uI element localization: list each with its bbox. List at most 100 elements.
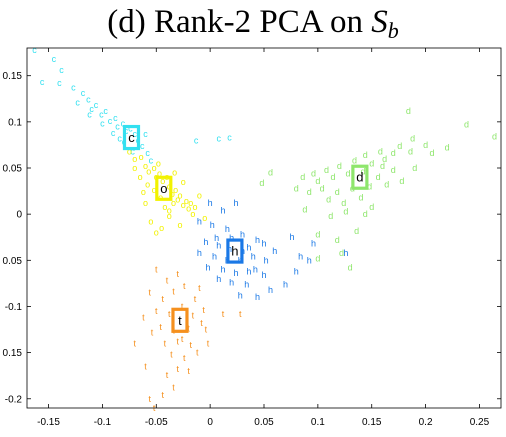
- data-point-t: t: [172, 383, 175, 393]
- data-point-h: h: [208, 198, 213, 208]
- data-point-d: d: [363, 150, 368, 160]
- data-point-t: t: [239, 309, 242, 319]
- data-point-o: o: [181, 200, 186, 210]
- data-point-o: o: [152, 163, 157, 173]
- data-point-o: o: [184, 196, 189, 206]
- data-point-o: o: [175, 194, 180, 204]
- data-point-d: d: [320, 183, 325, 193]
- data-point-h: h: [253, 265, 258, 275]
- cluster-center-box-d: [351, 164, 369, 190]
- data-point-t: t: [189, 340, 192, 350]
- data-point-o: o: [181, 177, 186, 187]
- data-point-o: o: [158, 193, 163, 203]
- data-point-t: t: [183, 281, 186, 291]
- data-point-c: c: [108, 116, 113, 126]
- data-point-h: h: [216, 274, 221, 284]
- data-point-c: c: [59, 65, 64, 75]
- y-tick-label: -0.2: [5, 394, 23, 405]
- data-point-o: o: [167, 211, 172, 221]
- data-point-t: t: [155, 265, 158, 275]
- data-point-o: o: [160, 176, 165, 186]
- y-tick-label: 0.15: [3, 71, 23, 82]
- cluster-center-label-d: d: [356, 170, 363, 185]
- data-point-d: d: [464, 120, 469, 130]
- data-point-h: h: [311, 239, 316, 249]
- data-point-o: o: [173, 185, 178, 195]
- data-point-o: o: [132, 154, 137, 164]
- data-point-c: c: [89, 104, 94, 114]
- data-point-d: d: [391, 165, 396, 175]
- data-point-h: h: [238, 255, 243, 265]
- data-point-d: d: [384, 180, 389, 190]
- data-point-t: t: [166, 370, 169, 380]
- data-point-t: t: [170, 349, 173, 359]
- data-point-d: d: [328, 211, 333, 221]
- data-point-o: o: [172, 168, 177, 178]
- y-tick-label: 0: [16, 210, 22, 221]
- data-point-d: d: [300, 172, 305, 182]
- data-point-t: t: [202, 305, 205, 315]
- data-point-c: c: [100, 119, 105, 129]
- data-point-c: c: [32, 45, 37, 55]
- cluster-center-box-t: [171, 307, 189, 333]
- data-point-h: h: [298, 252, 303, 262]
- data-point-c: c: [143, 129, 148, 139]
- data-point-h: h: [255, 235, 260, 245]
- data-point-c: c: [75, 97, 80, 107]
- data-point-d: d: [445, 143, 450, 153]
- data-point-t: t: [168, 309, 171, 319]
- data-point-d: d: [410, 133, 415, 143]
- data-point-h: h: [221, 265, 226, 275]
- data-point-d: d: [311, 169, 316, 179]
- data-point-c: c: [124, 126, 129, 136]
- data-point-c: c: [117, 133, 122, 143]
- data-point-c: c: [113, 113, 118, 123]
- y-tick-label: 0.1: [8, 117, 22, 128]
- data-point-t: t: [187, 366, 190, 376]
- data-point-d: d: [397, 141, 402, 151]
- data-point-t: t: [161, 294, 164, 304]
- data-point-d: d: [492, 132, 497, 142]
- data-point-h: h: [227, 244, 232, 254]
- data-point-t: t: [181, 334, 184, 344]
- data-point-h: h: [233, 198, 238, 208]
- data-point-t: t: [161, 390, 164, 400]
- data-point-o: o: [132, 163, 137, 173]
- data-point-d: d: [330, 172, 335, 182]
- y-tick-label: -0.1: [5, 302, 23, 313]
- data-point-h: h: [255, 292, 260, 302]
- data-point-c: c: [149, 156, 154, 166]
- data-point-o: o: [171, 198, 176, 208]
- data-point-c: c: [111, 128, 116, 138]
- data-point-o: o: [190, 209, 195, 219]
- data-point-c: c: [217, 133, 222, 143]
- data-point-d: d: [339, 248, 344, 258]
- data-point-c: c: [87, 109, 92, 119]
- data-point-t: t: [196, 348, 199, 358]
- chart-title-prefix: (d) Rank-2 PCA on: [107, 4, 372, 40]
- data-point-d: d: [343, 206, 348, 216]
- data-point-d: d: [307, 187, 312, 197]
- cluster-center-box-o: [155, 175, 173, 201]
- data-point-d: d: [376, 172, 381, 182]
- data-point-t: t: [177, 364, 180, 374]
- data-point-d: d: [346, 169, 351, 179]
- data-point-o: o: [157, 169, 162, 179]
- data-point-c: c: [115, 121, 120, 131]
- data-point-t: t: [149, 288, 152, 298]
- data-point-h: h: [246, 266, 251, 276]
- x-tick-label: 0.1: [311, 417, 325, 428]
- data-point-o: o: [162, 202, 167, 212]
- data-point-t: t: [142, 313, 145, 323]
- data-point-t: t: [149, 394, 152, 404]
- data-point-c: c: [130, 146, 135, 156]
- data-point-o: o: [167, 205, 172, 215]
- data-point-h: h: [214, 233, 219, 243]
- cluster-center-label-c: c: [128, 130, 135, 145]
- data-point-h: h: [225, 224, 230, 234]
- data-point-o: o: [154, 228, 159, 238]
- data-point-o: o: [139, 152, 144, 162]
- data-point-o: o: [145, 180, 150, 190]
